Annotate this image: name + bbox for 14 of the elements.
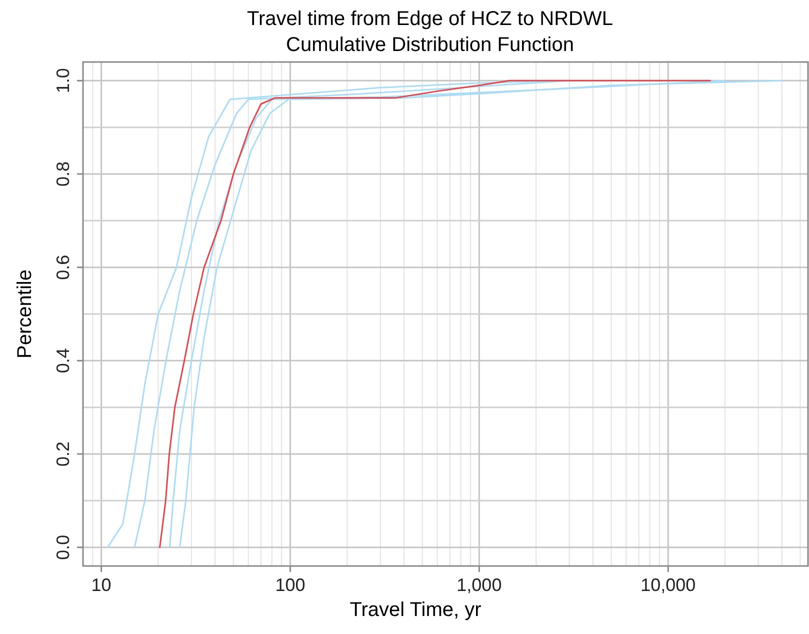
chart-subtitle: Cumulative Distribution Function bbox=[286, 34, 574, 56]
chart-title: Travel time from Edge of HCZ to NRDWL bbox=[246, 8, 614, 30]
x-axis-title: Travel Time, yr bbox=[350, 599, 482, 621]
x-tick-label: 10 bbox=[91, 575, 112, 595]
x-tick-label: 1,000 bbox=[456, 575, 502, 595]
y-tick-label: 1.0 bbox=[53, 68, 73, 94]
x-tick-label: 100 bbox=[275, 575, 306, 595]
y-tick-label: 0.4 bbox=[53, 348, 73, 374]
y-tick-label: 0.2 bbox=[53, 441, 73, 467]
y-tick-label: 0.0 bbox=[53, 534, 73, 560]
x-tick-label: 10,000 bbox=[640, 575, 696, 595]
y-tick-label: 0.6 bbox=[53, 254, 73, 280]
y-tick-label: 0.8 bbox=[53, 161, 73, 187]
y-axis-title: Percentile bbox=[14, 270, 36, 358]
